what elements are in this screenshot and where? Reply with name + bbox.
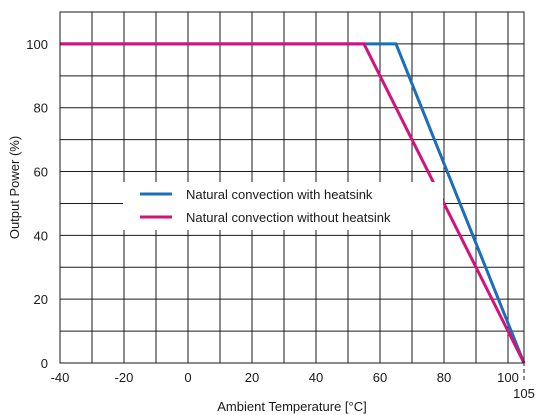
x-tick-label: 20 [245, 370, 259, 385]
grid-lines [60, 12, 524, 363]
x-axis-ticks: -40 -20 0 20 40 60 80 100 [51, 370, 519, 385]
x-tick-label: 40 [309, 370, 323, 385]
y-axis-label: Output Power (%) [7, 136, 22, 239]
series-lines [60, 42, 526, 364]
y-axis-ticks: 0 20 40 60 80 100 [26, 37, 48, 371]
legend-box [123, 182, 443, 230]
x-tick-label: -40 [51, 370, 70, 385]
y-tick-label: 60 [34, 165, 48, 180]
x-tick-label: -20 [115, 370, 134, 385]
y-tick-label: 100 [26, 37, 48, 52]
x-tick-label: 0 [184, 370, 191, 385]
y-tick-label: 0 [41, 356, 48, 371]
series-line-2 [60, 42, 526, 364]
legend: Natural convection with heatsink Natural … [123, 182, 443, 230]
x-axis-label: Ambient Temperature [°C] [217, 399, 366, 414]
x-tick-label: 80 [437, 370, 451, 385]
legend-label-2: Natural convection without heatsink [186, 210, 391, 225]
y-tick-label: 80 [34, 101, 48, 116]
marker-label-105: 105 [513, 386, 535, 401]
y-tick-label: 20 [34, 292, 48, 307]
legend-label-1: Natural convection with heatsink [186, 187, 373, 202]
x-tick-label: 60 [373, 370, 387, 385]
x-tick-label: 100 [497, 370, 519, 385]
y-tick-label: 40 [34, 228, 48, 243]
plot-area [59, 11, 525, 364]
